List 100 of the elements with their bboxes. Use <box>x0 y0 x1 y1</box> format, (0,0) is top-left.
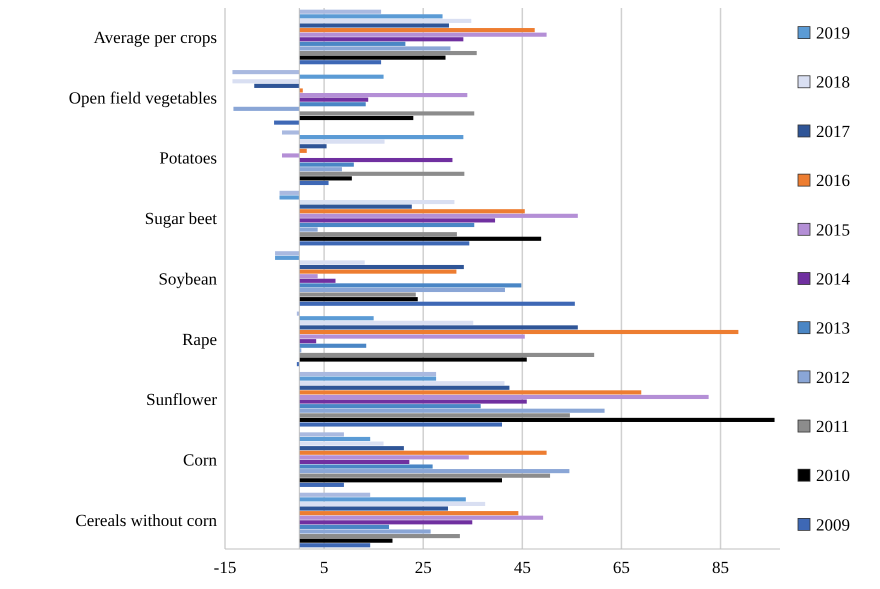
bar <box>299 325 578 330</box>
bar <box>299 344 366 348</box>
legend-label: 2015 <box>816 220 850 240</box>
bar <box>299 14 443 18</box>
bar <box>299 180 329 186</box>
bar <box>299 442 384 446</box>
bar <box>282 153 300 158</box>
bar <box>299 320 474 325</box>
bar <box>299 200 454 204</box>
bar <box>299 135 464 140</box>
bar <box>280 195 300 200</box>
bar <box>299 516 544 520</box>
bar <box>280 190 300 195</box>
bar <box>299 228 318 232</box>
bar <box>299 32 547 37</box>
bar <box>299 236 542 241</box>
bar <box>299 492 370 497</box>
x-tick-label: -15 <box>214 558 236 577</box>
y-tick-label: Soybean <box>158 269 218 288</box>
bar <box>299 28 535 32</box>
bar <box>299 23 449 28</box>
bar <box>299 209 525 214</box>
bar <box>299 386 510 390</box>
y-tick-label: Sunflower <box>146 390 218 410</box>
legend-label: 2016 <box>816 171 850 190</box>
bar <box>299 260 365 264</box>
bar <box>275 256 300 260</box>
bar <box>299 334 525 339</box>
bar <box>299 232 457 236</box>
bar <box>299 278 336 283</box>
bar <box>299 98 368 102</box>
bar <box>299 372 436 376</box>
bar <box>299 167 342 172</box>
x-tick-label: 85 <box>712 558 730 577</box>
bar <box>299 214 578 218</box>
bar <box>299 357 527 362</box>
bar <box>299 37 464 42</box>
bar <box>299 460 410 464</box>
bar <box>299 56 446 60</box>
bar <box>299 404 481 408</box>
bar <box>299 288 505 292</box>
bar <box>299 446 404 450</box>
bar <box>299 464 433 469</box>
bar <box>299 450 547 455</box>
bar <box>299 172 464 176</box>
legend-label: 2013 <box>816 318 850 338</box>
bar <box>299 413 570 418</box>
y-tick-label: Average per crops <box>94 28 217 47</box>
bar <box>299 162 354 167</box>
bar <box>299 352 594 358</box>
legend-label: 2018 <box>816 72 850 92</box>
bar <box>299 274 318 278</box>
bar <box>299 381 504 386</box>
bar <box>299 218 496 222</box>
bar <box>299 148 307 153</box>
y-tick-label: Rape <box>182 330 217 349</box>
bar <box>299 506 448 511</box>
legend-label: 2009 <box>816 515 850 534</box>
bar <box>299 390 642 394</box>
bar <box>299 418 775 422</box>
bar <box>299 176 352 180</box>
bar <box>232 79 300 84</box>
bar <box>299 534 460 538</box>
legend-label: 2017 <box>816 122 850 141</box>
bar <box>299 93 468 98</box>
bar <box>299 302 575 306</box>
bar <box>299 18 472 23</box>
bar <box>299 241 470 246</box>
bar <box>299 511 518 516</box>
x-tick-label: 5 <box>320 558 328 577</box>
bar <box>299 376 436 381</box>
bar <box>282 130 300 135</box>
bar <box>299 538 392 543</box>
bar <box>299 140 385 144</box>
legend-label: 2012 <box>816 368 850 387</box>
bar <box>299 408 605 413</box>
bar <box>299 158 452 162</box>
bar <box>299 482 344 487</box>
y-tick-label: Cereals without corn <box>75 510 218 530</box>
bar <box>274 120 300 125</box>
bar <box>232 70 300 74</box>
bar <box>299 222 474 228</box>
bar <box>299 292 416 297</box>
y-tick-label: Sugar beet <box>144 209 218 228</box>
bar <box>299 116 414 120</box>
bar <box>254 84 300 88</box>
bar <box>299 478 502 482</box>
bar <box>299 42 406 46</box>
bar <box>299 204 412 209</box>
y-tick-label: Open field vegetables <box>68 88 217 108</box>
bar <box>299 524 390 529</box>
bar <box>299 102 366 106</box>
bar <box>299 270 456 274</box>
bar <box>299 46 450 51</box>
bar <box>299 422 502 427</box>
bar <box>299 399 527 404</box>
bar <box>299 469 570 474</box>
x-tick-label: 45 <box>514 558 531 577</box>
bar <box>299 543 370 548</box>
bar <box>299 264 464 270</box>
